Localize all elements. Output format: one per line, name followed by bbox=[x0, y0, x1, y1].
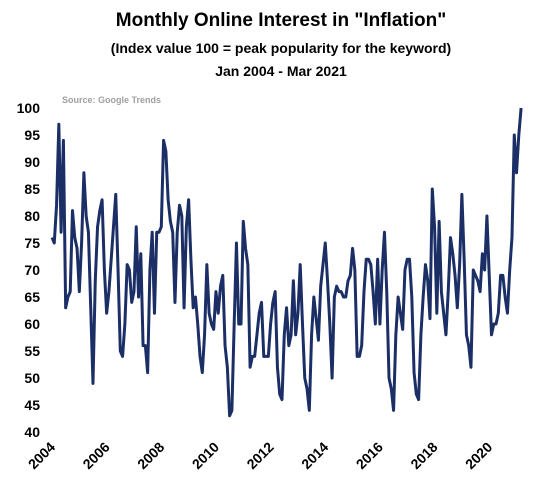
y-tick-label: 50 bbox=[24, 370, 40, 386]
y-tick-label: 55 bbox=[24, 343, 40, 359]
x-tick-label: 2018 bbox=[407, 439, 440, 472]
y-tick-label: 80 bbox=[24, 208, 40, 224]
x-tick-label: 2020 bbox=[462, 439, 495, 472]
chart-subtitle: (Index value 100 = peak popularity for t… bbox=[111, 40, 451, 56]
x-tick-label: 2016 bbox=[353, 439, 386, 472]
y-tick-label: 75 bbox=[24, 235, 40, 251]
data-line bbox=[50, 107, 523, 418]
chart-title: Monthly Online Interest in "Inflation" bbox=[116, 10, 446, 31]
y-tick-label: 95 bbox=[24, 127, 40, 143]
x-tick-label: 2006 bbox=[79, 439, 112, 472]
y-tick-label: 60 bbox=[24, 316, 40, 332]
y-tick-label: 65 bbox=[24, 289, 40, 305]
x-tick-label: 2008 bbox=[134, 439, 167, 472]
x-tick-label: 2012 bbox=[243, 439, 276, 472]
date-range: Jan 2004 - Mar 2021 bbox=[215, 63, 347, 79]
x-tick-label: 2014 bbox=[298, 439, 331, 472]
x-tick-label: 2004 bbox=[25, 439, 58, 472]
x-tick-label: 2010 bbox=[189, 439, 222, 472]
y-tick-label: 100 bbox=[17, 100, 41, 116]
y-tick-label: 90 bbox=[24, 154, 40, 170]
y-tick-label: 70 bbox=[24, 262, 40, 278]
y-tick-label: 85 bbox=[24, 181, 40, 197]
y-tick-label: 45 bbox=[24, 397, 40, 413]
source-note: Source: Google Trends bbox=[62, 95, 161, 105]
y-tick-label: 40 bbox=[24, 424, 40, 440]
